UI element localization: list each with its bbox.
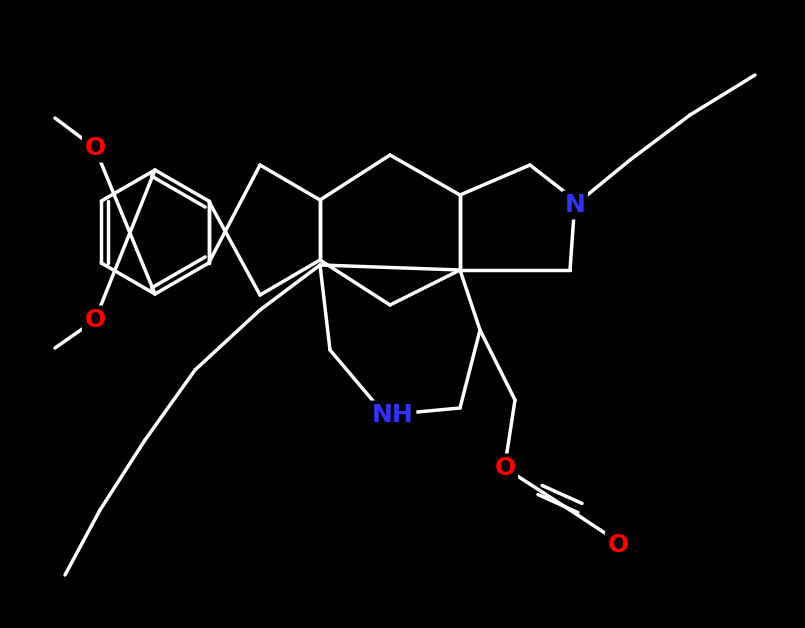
Text: N: N <box>564 193 585 217</box>
Text: O: O <box>85 136 105 160</box>
Text: O: O <box>85 308 105 332</box>
Text: O: O <box>608 533 629 557</box>
Text: O: O <box>494 456 516 480</box>
Text: NH: NH <box>372 403 414 427</box>
